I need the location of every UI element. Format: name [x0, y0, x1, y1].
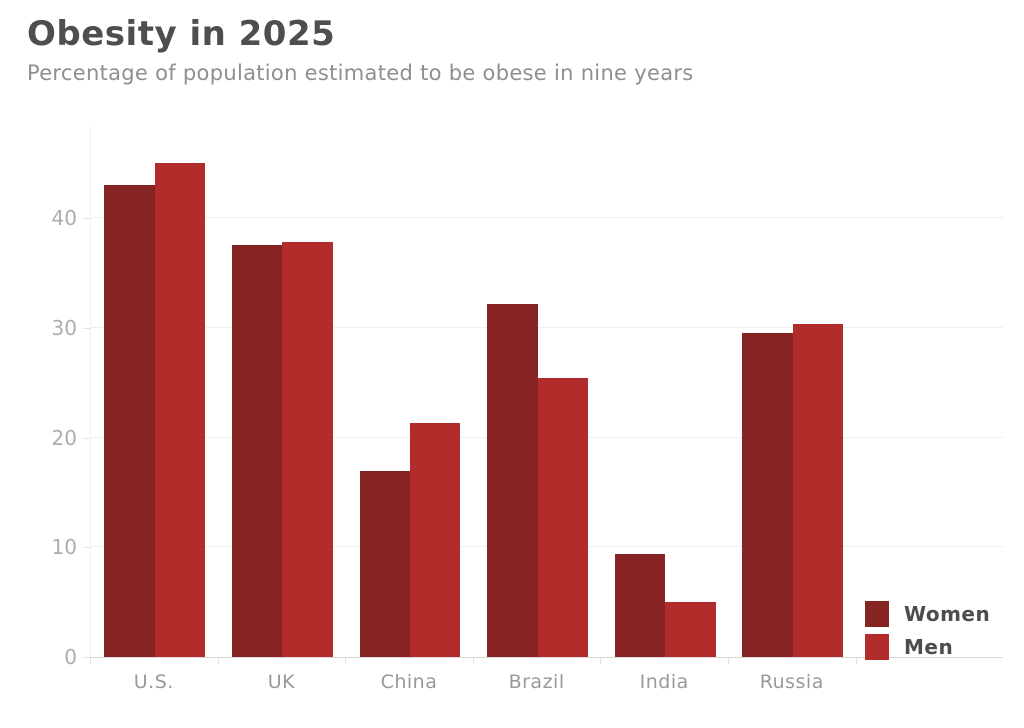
- x-axis-tick: [600, 658, 602, 664]
- bar-uk-women[interactable]: [232, 244, 283, 657]
- x-axis-label-india: India: [639, 671, 689, 693]
- legend-item-men[interactable]: Men: [865, 634, 990, 660]
- x-axis-tick: [90, 658, 91, 664]
- y-axis-tick: [83, 547, 90, 549]
- y-axis-label-40: 40: [51, 206, 77, 231]
- chart-area: 0 10 20 30 40 U.S. UK China Brazil India Russia: [52, 125, 1003, 705]
- gridline-30: [91, 326, 1003, 328]
- bar-russia-men[interactable]: [792, 323, 844, 657]
- legend-label-men: Men: [904, 635, 954, 659]
- y-axis-label-20: 20: [51, 425, 77, 450]
- y-axis-label-30: 30: [51, 315, 77, 340]
- bar-china-men[interactable]: [410, 423, 461, 657]
- x-axis-label-brazil: Brazil: [508, 671, 565, 693]
- x-axis-tick: [472, 658, 474, 664]
- x-axis-label-china: China: [380, 671, 438, 693]
- bar-us-men[interactable]: [154, 163, 206, 657]
- bar-china-women[interactable]: [359, 470, 410, 657]
- legend-label-women: Women: [904, 602, 991, 626]
- x-axis-label-russia: Russia: [759, 671, 824, 693]
- y-axis-label-10: 10: [51, 535, 77, 560]
- bar-us-women[interactable]: [104, 185, 155, 657]
- x-axis-label-uk: UK: [267, 671, 296, 693]
- bar-uk-men[interactable]: [282, 242, 333, 657]
- bar-russia-women[interactable]: [742, 333, 793, 657]
- y-axis-tick: [83, 218, 90, 220]
- women-swatch-icon: [865, 601, 889, 627]
- bar-india-women[interactable]: [614, 553, 666, 657]
- x-axis-tick: [217, 658, 219, 664]
- bar-india-men[interactable]: [665, 602, 716, 657]
- x-axis-tick: [855, 658, 857, 664]
- legend: Women Men: [865, 601, 990, 667]
- x-axis-label-us: U.S.: [133, 671, 174, 693]
- chart-subtitle: Percentage of population estimated to be…: [27, 61, 694, 85]
- y-axis-tick: [83, 437, 90, 439]
- plot-area: [90, 125, 1003, 658]
- y-axis-label-0: 0: [64, 645, 77, 669]
- bar-brazil-women[interactable]: [487, 303, 538, 657]
- x-axis-tick: [345, 658, 347, 664]
- legend-item-women[interactable]: Women: [865, 601, 990, 627]
- x-axis-tick: [728, 658, 729, 664]
- bar-brazil-men[interactable]: [537, 378, 588, 657]
- chart-title: Obesity in 2025: [27, 14, 336, 54]
- men-swatch-icon: [865, 634, 889, 660]
- y-axis-tick: [83, 657, 90, 658]
- gridline-40: [91, 217, 1003, 219]
- y-axis-tick: [83, 327, 90, 329]
